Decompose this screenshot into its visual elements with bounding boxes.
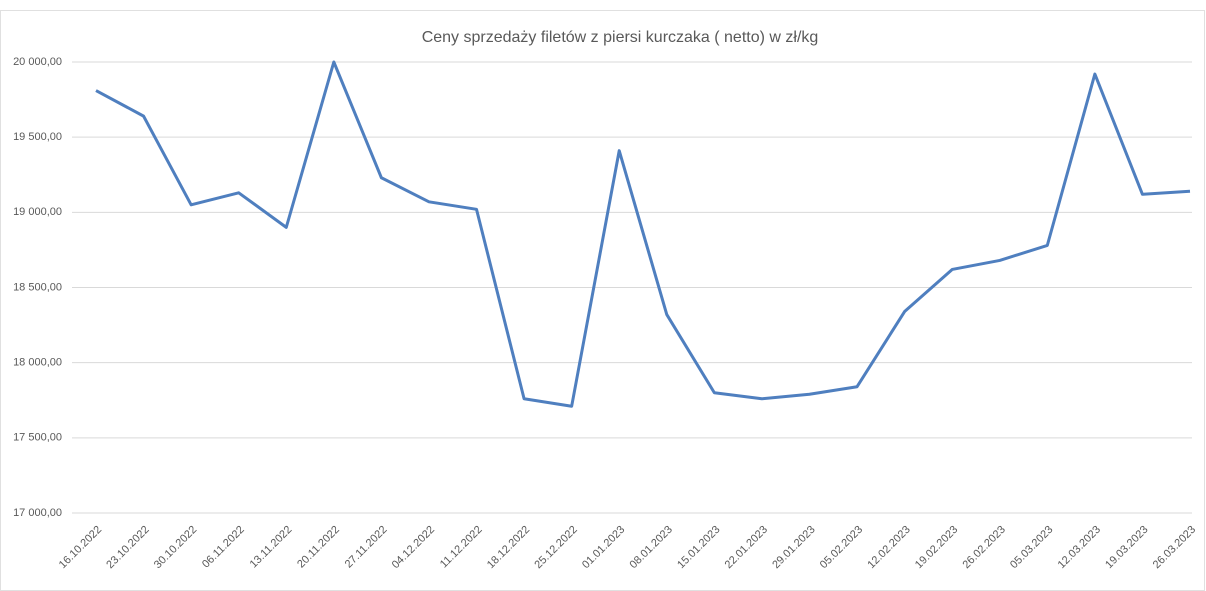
- chart-title: Ceny sprzedaży filetów z piersi kurczaka…: [422, 29, 819, 46]
- x-tick-label: 19.03.2023: [1103, 524, 1150, 571]
- x-tick-label: 05.03.2023: [1008, 524, 1055, 571]
- x-tick-label: 26.03.2023: [1151, 524, 1198, 571]
- x-tick-label: 13.11.2022: [248, 524, 295, 571]
- x-tick-label: 06.11.2022: [200, 524, 247, 571]
- x-tick-label: 11.12.2022: [438, 524, 485, 571]
- y-tick-label: 19 500,00: [13, 131, 62, 143]
- y-tick-label: 17 000,00: [13, 507, 62, 519]
- x-tick-label: 29.01.2023: [770, 524, 817, 571]
- x-tick-label: 26.02.2023: [960, 524, 1007, 571]
- x-tick-label: 18.12.2022: [485, 524, 532, 571]
- x-tick-label: 16.10.2022: [57, 524, 104, 571]
- x-tick-label: 23.10.2022: [104, 524, 151, 571]
- x-tick-label: 12.03.2023: [1056, 524, 1103, 571]
- chart-frame: [0, 10, 1205, 591]
- y-tick-label: 20 000,00: [13, 56, 62, 68]
- x-tick-label: 04.12.2022: [390, 524, 437, 571]
- x-tick-label: 19.02.2023: [913, 524, 960, 571]
- y-tick-label: 18 000,00: [13, 357, 62, 369]
- line-series: [95, 60, 1191, 408]
- x-tick-label: 08.01.2023: [628, 524, 675, 571]
- x-tick-label: 12.02.2023: [865, 524, 912, 571]
- y-tick-label: 17 500,00: [13, 432, 62, 444]
- x-tick-label: 25.12.2022: [532, 524, 579, 571]
- x-tick-label: 30.10.2022: [152, 524, 199, 571]
- x-tick-label: 20.11.2022: [295, 524, 342, 571]
- x-tick-label: 22.01.2023: [723, 524, 770, 571]
- x-tick-label: 27.11.2022: [343, 524, 390, 571]
- y-tick-label: 18 500,00: [13, 281, 62, 293]
- x-tick-label: 01.01.2023: [580, 524, 627, 571]
- x-tick-label: 15.01.2023: [675, 524, 722, 571]
- x-tick-label: 05.02.2023: [818, 524, 865, 571]
- y-tick-label: 19 000,00: [13, 206, 62, 218]
